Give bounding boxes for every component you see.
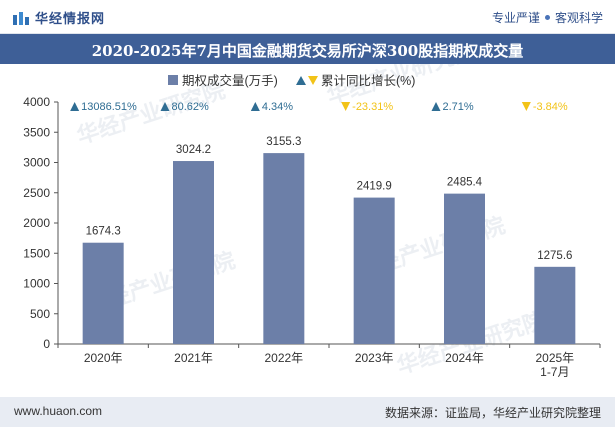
bar-value-label-2: 3155.3	[266, 136, 301, 148]
y-tick-label-5: 2500	[23, 186, 50, 200]
bar-value-label-5: 1275.6	[537, 250, 572, 262]
x-category-label-4: 2024年	[445, 351, 484, 365]
bar-value-label-4: 2485.4	[447, 177, 483, 189]
legend-label-volume: 期权成交量(万手)	[182, 73, 278, 88]
y-tick-label-0: 0	[43, 337, 50, 351]
x-category-label-2: 2022年	[264, 351, 303, 365]
change-down-triangle-icon-5	[521, 102, 531, 111]
change-label-4: 2.71%	[443, 101, 474, 113]
top-bar: 华经情报网 专业严谨 客观科学	[0, 0, 615, 34]
brand: 华经情报网	[12, 8, 105, 27]
x-category-label-1: 2021年	[174, 351, 213, 365]
bar-chart: 华经产业研究院华经产业研究院华经产业研究院华经产业研究院华经产业研究院期权成交量…	[23, 64, 601, 379]
y-tick-label-1: 500	[30, 307, 50, 321]
y-tick-label-6: 3000	[23, 156, 50, 170]
bar-0	[82, 242, 124, 344]
bar-value-label-0: 1674.3	[86, 226, 121, 238]
legend-up-triangle-icon	[296, 76, 306, 85]
slogan-right: 客观科学	[554, 11, 603, 25]
x-category-label-3: 2023年	[355, 351, 394, 365]
watermark-0: 华经产业研究院	[74, 77, 228, 148]
x-category-label-0: 2020年	[84, 351, 123, 365]
change-label-5: -3.84%	[533, 101, 568, 113]
bar-2	[263, 153, 305, 344]
chart-title: 2020-2025年7月中国金融期货交易所沪深300股指期权成交量	[91, 42, 524, 60]
change-label-2: 4.34%	[262, 101, 293, 113]
slogan-left: 专业严谨	[491, 11, 540, 25]
change-up-triangle-icon-0	[70, 102, 80, 111]
dot-separator-icon	[544, 15, 550, 20]
change-label-1: 80.62%	[172, 101, 210, 113]
y-tick-label-8: 4000	[23, 95, 50, 109]
bar-value-label-1: 3024.2	[176, 144, 211, 156]
change-label-3: -23.31%	[352, 101, 393, 113]
y-tick-label-3: 1500	[23, 246, 50, 260]
bar-value-label-3: 2419.9	[357, 181, 392, 193]
y-tick-label-2: 1000	[23, 277, 50, 291]
brand-name: 华经情报网	[35, 11, 106, 26]
legend-down-triangle-icon	[308, 76, 318, 85]
huajing-logo-icon	[13, 11, 29, 25]
change-down-triangle-icon-3	[341, 102, 351, 111]
change-up-triangle-icon-1	[160, 102, 170, 111]
y-tick-label-7: 3500	[23, 125, 50, 139]
footer-url: www.huaon.com	[14, 404, 103, 418]
legend-label-growth: 累计同比增长(%)	[321, 73, 415, 88]
slogan: 专业严谨 客观科学	[492, 9, 603, 26]
y-tick-label-4: 2000	[23, 216, 50, 230]
bar-4	[444, 193, 485, 344]
bar-1	[173, 161, 214, 344]
bar-5	[534, 266, 576, 344]
footer-source: 数据来源：证监局，华经产业研究院整理	[384, 406, 601, 420]
x-category-label-5: 2025年	[535, 351, 574, 365]
change-label-0: 13086.51%	[81, 101, 137, 113]
footer: www.huaon.com 数据来源：证监局，华经产业研究院整理	[0, 397, 615, 427]
bar-3	[353, 197, 395, 344]
change-up-triangle-icon-4	[431, 102, 441, 111]
title-bar: 2020-2025年7月中国金融期货交易所沪深300股指期权成交量	[0, 34, 615, 64]
change-up-triangle-icon-2	[250, 102, 260, 111]
legend-swatch-volume	[168, 75, 178, 85]
x-category-label-5-line1: 1-7月	[540, 365, 569, 379]
